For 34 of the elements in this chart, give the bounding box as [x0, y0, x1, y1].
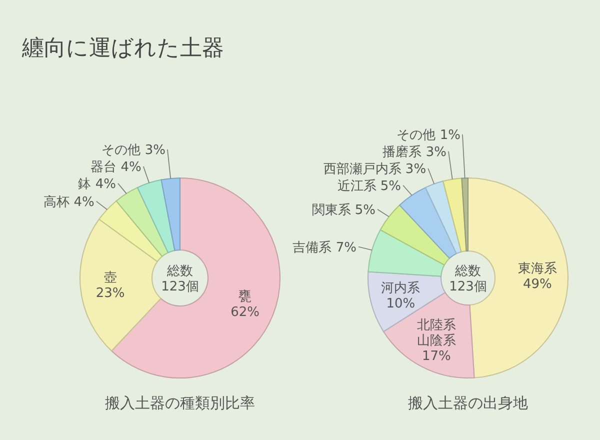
slice-label: 東海系 [518, 262, 557, 277]
data-label: 17% [422, 349, 451, 364]
slice-label: 関東系 5% [312, 202, 376, 218]
donut-slice [116, 187, 169, 257]
text: 総数 123個 [161, 264, 199, 294]
chart-title: 纏向に運ばれた土器 [21, 36, 224, 61]
slice-label: その他 1% [396, 128, 460, 143]
slice-label: 西部瀬戸内系 3% [323, 162, 426, 177]
slice-label: 吉備系 7% [292, 240, 356, 256]
donut-slice [442, 178, 467, 252]
data-label: 10% [386, 296, 416, 312]
donut-slice [160, 178, 180, 251]
text: 総数 123個 [449, 264, 487, 294]
donut-slice [399, 187, 458, 259]
data-label: 62% [230, 305, 260, 320]
slice-label: 甕 [238, 288, 252, 305]
donut-slice [424, 180, 462, 254]
slice-label: 北陸系山陰系 [416, 318, 456, 348]
slice-label: 高杯 4% [44, 194, 94, 210]
slice-label: 壺 [104, 270, 117, 286]
donut-slice [380, 204, 450, 266]
donut-slice [461, 178, 468, 252]
donut-slice [368, 229, 445, 277]
slice-label: 河内系 [381, 281, 420, 296]
data-label: 23% [96, 286, 125, 301]
slice-label: 播磨系 3% [382, 144, 446, 160]
slice-label: 鉢 4% [78, 176, 116, 192]
text: 搬入土器の出身地 [408, 394, 528, 412]
text: 搬入土器の種類別比率 [105, 394, 255, 412]
slice-label: 近江系 5% [337, 178, 402, 194]
slice-label: 器台 4% [90, 160, 142, 175]
slice-label: その他 3% [102, 142, 166, 158]
donut-slice [136, 179, 176, 254]
data-label: 49% [523, 277, 552, 292]
